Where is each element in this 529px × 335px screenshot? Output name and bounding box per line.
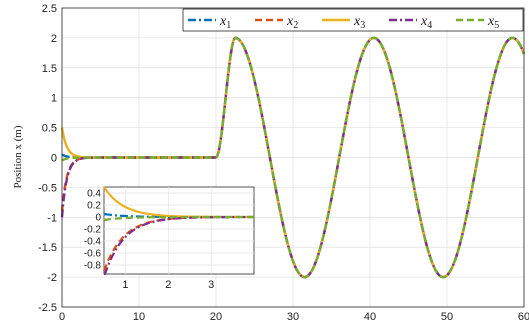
y-tick-label: 1.5 [42, 63, 57, 75]
x-tick-label: 0 [59, 311, 65, 323]
inset-x-tick-label: 1 [122, 279, 128, 291]
y-tick-label: 2 [51, 33, 57, 45]
x-tick-label: 30 [287, 311, 299, 323]
axes-frame [61, 7, 525, 308]
y-tick-label: -1.5 [38, 242, 57, 254]
x-tick-label: 10 [133, 311, 145, 323]
y-tick-label: 1 [51, 93, 57, 105]
y-tick-label: -2 [47, 272, 57, 284]
inset-x-tick-label: 3 [208, 279, 214, 291]
inset-x-tick-label: 2 [165, 279, 171, 291]
x-tick-label: 60 [518, 311, 529, 323]
legend-label-x3: x3 [353, 14, 365, 31]
inset-y-tick-label: 0 [95, 213, 101, 224]
inset-tick-labels: 1 2 3 0.40.20-0.2-0.4-0.6-0.8 [84, 189, 214, 292]
y-tick-label: -1 [47, 212, 57, 224]
inset-y-tick-label: 0.2 [87, 201, 101, 212]
y-tick-label: -2.5 [38, 302, 57, 314]
inset-y-tick-label: -0.6 [84, 249, 102, 260]
y-tick-label: 0 [51, 153, 57, 165]
inset-background [103, 186, 255, 275]
legend: x1 x2 x3 x4 x5 [182, 8, 524, 32]
tick-labels: 0 10 20 30 40 50 60-2.5-2-1.5-1-0.500.511.522.… [38, 3, 529, 323]
inset-series-line-x5 [103, 215, 254, 222]
inset-y-tick-label: -0.8 [84, 261, 102, 272]
inset-y-tick-label: -0.2 [84, 225, 102, 236]
inset-chart: 1 2 3 0.40.20-0.2-0.4-0.6-0.8 [84, 186, 255, 292]
y-tick-label: -0.5 [38, 182, 57, 194]
x-tick-label: 50 [441, 311, 453, 323]
y-tick-label: 0.5 [42, 123, 57, 135]
inset-series-lines [102, 186, 255, 276]
x-tick-label: 40 [364, 311, 376, 323]
series-line-x5 [61, 36, 526, 279]
legend-label-x1: x1 [219, 14, 231, 31]
axes [61, 7, 525, 308]
inset-y-tick-label: -0.4 [84, 237, 102, 248]
series-lines [60, 36, 526, 279]
y-tick-label: 2.5 [42, 3, 57, 15]
legend-label-x5: x5 [487, 14, 499, 31]
y-axis-label: Position x (m) [12, 125, 24, 188]
legend-box [182, 8, 524, 32]
legend-label-x4: x4 [420, 14, 432, 31]
x-tick-label: 20 [210, 311, 222, 323]
legend-label-x2: x2 [286, 14, 298, 31]
inset-y-tick-label: 0.4 [87, 189, 101, 200]
